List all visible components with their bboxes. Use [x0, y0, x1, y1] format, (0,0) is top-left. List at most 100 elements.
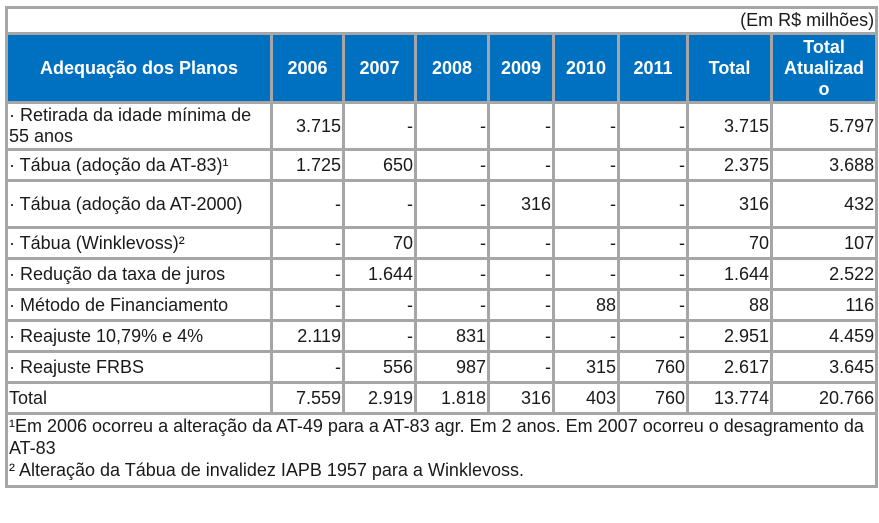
table-row: · Retirada da idade mínima de 55 anos 3.7…: [5, 101, 879, 151]
total-cell: 7.559: [270, 381, 345, 415]
total-cell: 1.818: [414, 381, 490, 415]
row-label: · Retirada da idade mínima de 55 anos: [5, 101, 273, 151]
footnotes-row: ¹Em 2006 ocorreu a alteração da AT-49 pa…: [4, 412, 879, 488]
value-cell: -: [414, 226, 490, 260]
total-cell: 13.774: [686, 381, 773, 415]
value-cell: -: [487, 350, 555, 384]
value-cell: 116: [769, 288, 879, 322]
value-cell: -: [552, 101, 620, 151]
header-col-2010: 2010: [552, 32, 620, 104]
value-cell: -: [552, 148, 620, 182]
value-cell: -: [270, 226, 345, 260]
header-label: Adequação dos Planos: [5, 32, 273, 104]
value-cell: -: [487, 101, 555, 151]
unit-row: (Em R$ milhões): [4, 6, 879, 35]
value-cell: 315: [552, 350, 620, 384]
value-cell: 70: [686, 226, 773, 260]
value-cell: 2.522: [769, 257, 879, 291]
row-label: · Redução da taxa de juros: [5, 257, 273, 291]
footnotes: ¹Em 2006 ocorreu a alteração da AT-49 pa…: [4, 412, 879, 488]
value-cell: 107: [769, 226, 879, 260]
row-label: · Tábua (Winklevoss)²: [5, 226, 273, 260]
total-cell: 20.766: [769, 381, 879, 415]
value-cell: -: [617, 257, 689, 291]
value-cell: -: [487, 288, 555, 322]
value-cell: 1.644: [686, 257, 773, 291]
unit-note: (Em R$ milhões): [4, 6, 879, 35]
header-col-2006: 2006: [270, 32, 345, 104]
value-cell: -: [414, 148, 490, 182]
header-col-2007: 2007: [342, 32, 417, 104]
value-cell: -: [617, 101, 689, 151]
row-label: · Tábua (adoção da AT-2000): [5, 179, 273, 229]
value-cell: -: [487, 226, 555, 260]
footnote-1: ¹Em 2006 ocorreu a alteração da AT-49 pa…: [9, 416, 864, 458]
value-cell: 2.375: [686, 148, 773, 182]
table-row: · Tábua (Winklevoss)² -70- - - -70 107: [5, 226, 879, 260]
header-col-total: Total: [686, 32, 773, 104]
value-cell: -: [487, 319, 555, 353]
row-label: · Método de Financiamento: [5, 288, 273, 322]
total-cell: 760: [617, 381, 689, 415]
value-cell: 88: [686, 288, 773, 322]
value-cell: -: [414, 101, 490, 151]
table-row: · Método de Financiamento - - - -88-88 116: [5, 288, 879, 322]
value-cell: -: [617, 288, 689, 322]
value-cell: -: [270, 179, 345, 229]
value-cell: 2.119: [270, 319, 345, 353]
value-cell: 2.951: [686, 319, 773, 353]
value-cell: -: [552, 319, 620, 353]
value-cell: -: [270, 288, 345, 322]
value-cell: 556: [342, 350, 417, 384]
value-cell: -: [342, 179, 417, 229]
row-label: · Tábua (adoção da AT-83)¹: [5, 148, 273, 182]
value-cell: 2.617: [686, 350, 773, 384]
value-cell: -: [487, 148, 555, 182]
value-cell: -: [552, 179, 620, 229]
row-label: · Reajuste 10,79% e 4%: [5, 319, 273, 353]
value-cell: -: [617, 179, 689, 229]
table-container: (Em R$ milhões) Adequação dos Planos 200…: [4, 6, 879, 488]
value-cell: -: [342, 319, 417, 353]
value-cell: 3.715: [686, 101, 773, 151]
value-cell: -: [617, 148, 689, 182]
total-cell: 403: [552, 381, 620, 415]
value-cell: 4.459: [769, 319, 879, 353]
value-cell: 5.797: [769, 101, 879, 151]
value-cell: 760: [617, 350, 689, 384]
value-cell: 3.715: [270, 101, 345, 151]
header-col-2008: 2008: [414, 32, 490, 104]
value-cell: -: [342, 288, 417, 322]
value-cell: 3.645: [769, 350, 879, 384]
footnote-2: ² Alteração da Tábua de invalidez IAPB 1…: [9, 460, 524, 480]
header-col-2011: 2011: [617, 32, 689, 104]
value-cell: -: [270, 350, 345, 384]
value-cell: -: [617, 319, 689, 353]
table-row: · Reajuste 10,79% e 4% 2.119-831- - -2.951 4…: [5, 319, 879, 353]
header-row: Adequação dos Planos 2006 2007 2008 2009…: [5, 32, 879, 104]
header-col-total-updated: Total Atualizad o: [769, 32, 879, 104]
value-cell: -: [487, 257, 555, 291]
value-cell: -: [414, 288, 490, 322]
table-row: · Tábua (adoção da AT-2000) - - -316- -316 43…: [5, 179, 879, 229]
table-row: · Redução da taxa de juros -1.644- - - -1.64…: [5, 257, 879, 291]
value-cell: 316: [487, 179, 555, 229]
value-cell: -: [552, 226, 620, 260]
total-cell: 2.919: [342, 381, 417, 415]
value-cell: 987: [414, 350, 490, 384]
value-cell: -: [342, 101, 417, 151]
row-label: · Reajuste FRBS: [5, 350, 273, 384]
value-cell: -: [270, 257, 345, 291]
total-row: Total 7.559 2.919 1.818 316 403 760 13.7…: [5, 381, 879, 415]
value-cell: 3.688: [769, 148, 879, 182]
value-cell: 316: [686, 179, 773, 229]
total-label: Total: [5, 381, 273, 415]
value-cell: -: [617, 226, 689, 260]
value-cell: -: [552, 257, 620, 291]
header-col-2009: 2009: [487, 32, 555, 104]
value-cell: -: [414, 179, 490, 229]
value-cell: 1.725: [270, 148, 345, 182]
value-cell: 1.644: [342, 257, 417, 291]
value-cell: 432: [769, 179, 879, 229]
value-cell: 650: [342, 148, 417, 182]
